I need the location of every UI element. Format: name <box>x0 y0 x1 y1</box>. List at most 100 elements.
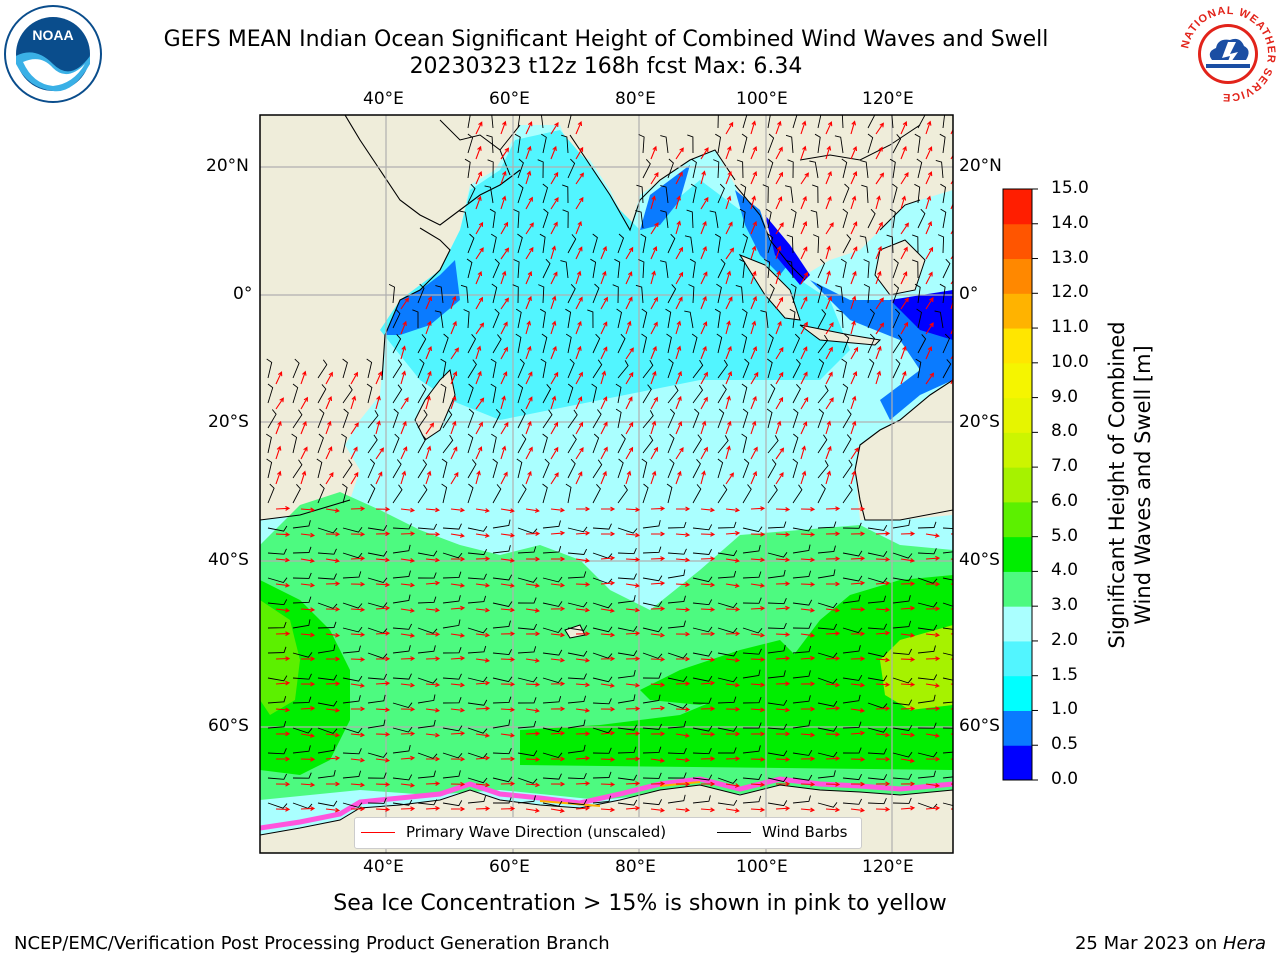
wave-0-1m-coastal <box>385 260 460 335</box>
wind-barb <box>467 627 488 634</box>
wave-direction-arrow <box>950 280 953 285</box>
wave-direction-arrow <box>700 170 706 185</box>
wave-direction-arrow <box>800 532 816 537</box>
wind-barb <box>867 333 876 354</box>
wave-direction-arrow <box>500 346 508 360</box>
wind-barb <box>659 260 669 279</box>
wind-barb <box>460 284 469 304</box>
wave-direction-arrow <box>825 145 832 160</box>
wind-barb <box>562 209 569 229</box>
wind-barb <box>667 521 687 529</box>
wind-barb <box>442 752 463 759</box>
wave-direction-arrow <box>775 222 784 235</box>
wind-barb <box>790 283 797 304</box>
wave-direction-arrow <box>875 146 883 160</box>
wave-direction-arrow <box>900 605 916 611</box>
wind-barb <box>492 334 502 354</box>
wind-barb <box>492 748 512 755</box>
graticule <box>260 115 953 853</box>
wave-direction-arrow <box>525 608 541 613</box>
wave-direction-arrow <box>325 558 340 564</box>
kerguelen <box>564 624 586 639</box>
wave-direction-arrow <box>900 271 908 285</box>
wind-barb <box>742 597 762 604</box>
wind-barb <box>266 458 273 479</box>
wave-direction-arrow <box>425 345 432 360</box>
wind-barb <box>917 548 937 555</box>
wind-barb <box>817 545 836 554</box>
wind-barb <box>492 484 502 504</box>
wave-direction-arrow <box>275 781 291 787</box>
wind-barb <box>717 650 738 657</box>
wind-barb <box>567 115 572 129</box>
wave-direction-arrow <box>475 806 491 811</box>
wave-direction-arrow <box>550 446 559 460</box>
wave-direction-arrow <box>900 370 907 385</box>
wind-barb <box>617 527 638 534</box>
wind-barb <box>817 521 837 529</box>
wind-barb <box>440 358 447 379</box>
colorbar-tick-label: 13.0 <box>1051 247 1089 268</box>
wind-barb <box>940 208 947 229</box>
wave-direction-arrow <box>350 607 366 612</box>
wind-barb <box>492 676 513 683</box>
wave-direction-arrow <box>750 446 758 460</box>
wind-barb <box>467 233 475 254</box>
wave-direction-arrow <box>400 608 415 613</box>
wave-direction-arrow <box>650 195 656 210</box>
noaa-emblem-icon: NOAA <box>4 5 102 103</box>
wind-barb <box>542 752 563 759</box>
wave-direction-arrow <box>950 198 953 210</box>
wave-direction-arrow <box>700 295 707 310</box>
wave-direction-arrow <box>725 371 733 385</box>
wave-direction-arrow <box>575 121 583 135</box>
wind-barb <box>615 408 622 429</box>
wave-direction-arrow <box>800 396 809 410</box>
wave-direction-arrow <box>701 781 716 787</box>
wave-direction-arrow <box>850 395 857 410</box>
wind-barb <box>942 652 953 656</box>
wave-direction-arrow <box>575 471 583 485</box>
wave-direction-arrow <box>650 705 666 711</box>
colorbar-tick-label: 7.0 <box>1051 456 1079 477</box>
wind-barb <box>392 673 412 680</box>
wave-direction-arrow <box>800 145 807 160</box>
wave-direction-arrow <box>725 507 741 513</box>
wave-1p5-2m-region <box>380 130 850 420</box>
wave-direction-arrow <box>550 271 558 285</box>
bottom-lon-tick: 80°E <box>615 857 656 877</box>
wave-direction-arrow <box>400 656 416 661</box>
wave-direction-arrow <box>750 371 759 385</box>
left-lat-tick: 20°N <box>206 156 249 176</box>
wind-barb <box>717 435 729 454</box>
wind-barb <box>817 483 826 504</box>
wind-barb <box>342 675 363 682</box>
wind-barb <box>539 233 546 254</box>
wind-barb <box>317 727 338 734</box>
wind-barb <box>567 383 574 404</box>
wave-direction-arrow <box>925 805 941 811</box>
wave-direction-arrow <box>775 171 783 185</box>
wave-direction-arrow <box>500 297 509 310</box>
wave-direction-arrow <box>300 582 316 588</box>
wave-direction-arrow <box>325 632 341 638</box>
wave-direction-arrow <box>675 345 682 360</box>
wave-direction-arrow <box>400 420 407 435</box>
wave-direction-arrow <box>451 806 466 812</box>
wave-direction-arrow <box>875 607 891 613</box>
wind-barb <box>741 333 748 354</box>
wind-barb <box>567 409 578 429</box>
wave-direction-arrow <box>325 681 341 687</box>
wave-direction-arrow <box>450 682 466 688</box>
wave-direction-arrow <box>450 781 466 787</box>
wind-barb <box>817 802 838 808</box>
wind-barb <box>617 573 637 580</box>
wave-direction-arrow <box>850 420 857 435</box>
wind-barb <box>692 484 702 504</box>
wind-barb <box>916 308 923 329</box>
wind-barb <box>792 570 812 579</box>
legend-black-line-icon <box>717 831 751 833</box>
wind-barb <box>767 622 787 630</box>
wave-direction-arrow <box>900 222 909 235</box>
